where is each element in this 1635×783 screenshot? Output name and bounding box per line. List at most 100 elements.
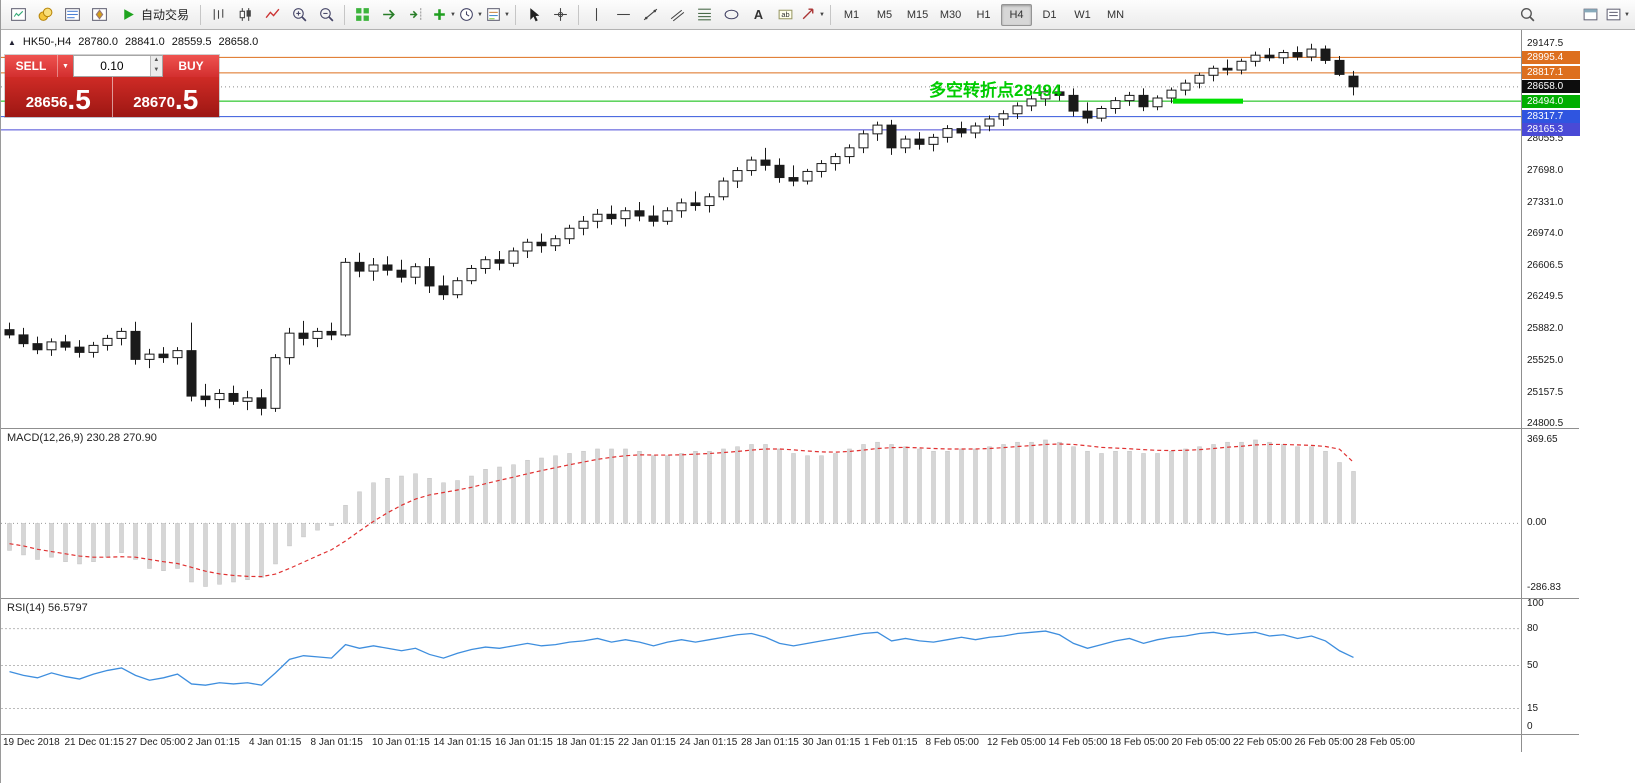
ohlc-close: 28658.0 — [218, 36, 259, 48]
buy-price-button[interactable]: 28670 .5 — [113, 77, 220, 117]
new-window-icon[interactable] — [1577, 3, 1604, 27]
main-chart[interactable]: 多空转折点28494 — [1, 30, 1521, 428]
time-axis-label: 19 Dec 2018 — [3, 737, 60, 748]
arrows-icon[interactable]: ▼ — [799, 3, 826, 27]
time-axis-label: 16 Jan 01:15 — [495, 737, 553, 748]
volume-up-button[interactable]: ▲ — [150, 56, 162, 66]
time-axis-label: 30 Jan 01:15 — [802, 737, 861, 748]
candlestick-chart-icon[interactable] — [232, 3, 259, 27]
indicators-button[interactable]: ▼ — [430, 3, 457, 27]
periods-button[interactable]: ▼ — [457, 3, 484, 27]
trendline-icon[interactable] — [637, 3, 664, 27]
volume-down-button[interactable]: ▼ — [150, 66, 162, 76]
timeframe-button-w1[interactable]: W1 — [1074, 8, 1091, 21]
text-icon[interactable]: A — [745, 3, 772, 27]
time-axis-label: 8 Jan 01:15 — [310, 737, 363, 748]
rsi-panel[interactable] — [1, 598, 1521, 734]
ohlc-low: 28559.5 — [171, 36, 212, 48]
time-axis-label: 10 Jan 01:15 — [372, 737, 430, 748]
time-axis-label: 22 Feb 05:00 — [1233, 737, 1292, 748]
equidistant-channel-icon[interactable] — [664, 3, 691, 27]
candles-layer — [4, 43, 1359, 416]
panel-separator[interactable] — [1, 598, 1579, 599]
new-chart-icon[interactable] — [5, 3, 32, 27]
search-icon[interactable] — [1514, 3, 1541, 27]
window-list-icon[interactable]: ▼ — [1604, 3, 1631, 27]
sell-button[interactable]: SELL — [5, 55, 57, 77]
price-axis-label: 25882.0 — [1527, 323, 1564, 335]
timeframe-button-mn[interactable]: MN — [1106, 8, 1125, 21]
line-chart-icon[interactable] — [259, 3, 286, 27]
sell-price-fraction: .5 — [67, 84, 91, 115]
time-axis-label: 1 Feb 01:15 — [864, 737, 918, 748]
rsi-axis-label: 15 — [1527, 702, 1539, 714]
vertical-line-icon[interactable] — [583, 3, 610, 27]
time-axis-label: 26 Feb 05:00 — [1294, 737, 1354, 748]
price-axis-label: 25157.5 — [1527, 386, 1564, 398]
price-axis-label: 27331.0 — [1527, 196, 1564, 208]
fibonacci-icon[interactable] — [691, 3, 718, 27]
macd-signal-line — [9, 443, 1354, 578]
zoom-out-icon[interactable] — [313, 3, 340, 27]
toolbar-separator — [578, 4, 580, 25]
panel-separator[interactable] — [1, 428, 1579, 429]
tile-windows-icon[interactable] — [349, 3, 376, 27]
rsi-axis-label: 80 — [1527, 622, 1539, 634]
toolbar-separator — [515, 4, 517, 25]
buy-button[interactable]: BUY — [163, 55, 219, 77]
chart-symbol-icon: ▲ — [8, 37, 16, 47]
timeframe-button-m1[interactable]: M1 — [843, 8, 860, 21]
time-axis-label: 18 Jan 01:15 — [556, 737, 615, 748]
timeframe-button-h1[interactable]: H1 — [976, 8, 991, 21]
time-axis-label: 27 Dec 05:00 — [126, 737, 186, 748]
templates-button[interactable]: ▼ — [484, 3, 511, 27]
price-axis-label: 26249.5 — [1527, 291, 1564, 303]
price-axis-label: 26974.0 — [1527, 228, 1564, 240]
time-axis-label: 8 Feb 05:00 — [925, 737, 979, 748]
timeframe-button-d1[interactable]: D1 — [1042, 8, 1057, 21]
price-axis-label: 29147.5 — [1527, 38, 1564, 50]
shapes-icon[interactable] — [718, 3, 745, 27]
bar-chart-icon[interactable] — [205, 3, 232, 27]
rsi-name: RSI(14) — [7, 602, 45, 614]
time-axis-label: 28 Jan 01:15 — [741, 737, 799, 748]
price-marker-28658.0: 28658.0 — [1522, 80, 1580, 94]
crosshair-icon[interactable] — [547, 3, 574, 27]
time-axis-label: 14 Jan 01:15 — [433, 737, 492, 748]
sell-price-main: 28656 — [25, 94, 68, 111]
timeframe-button-h4[interactable]: H4 — [1001, 3, 1033, 26]
zoom-in-icon[interactable] — [286, 3, 313, 27]
macd-name: MACD(12,26,9) — [7, 432, 84, 444]
panel-separator — [1, 734, 1579, 735]
new-order-icon[interactable] — [32, 3, 59, 27]
turning-point-segment[interactable] — [1173, 98, 1243, 104]
turning-point-annotation[interactable]: 多空转折点28494 — [929, 80, 1062, 100]
text-label-icon[interactable]: ab — [772, 3, 799, 27]
timeframe-button-m15[interactable]: M15 — [906, 8, 929, 21]
time-axis-label: 12 Feb 05:00 — [987, 737, 1046, 748]
order-type-dropdown[interactable]: ▼ — [57, 55, 73, 77]
price-axis-label: 24800.5 — [1527, 418, 1564, 430]
chart-shift-icon[interactable] — [403, 3, 430, 27]
ohlc-high: 28841.0 — [124, 36, 165, 48]
time-axis[interactable]: 19 Dec 2018 21 Dec 01:15 27 Dec 05:00 2 Jan… — [1, 735, 1521, 751]
macd-axis-label: 369.65 — [1527, 434, 1558, 446]
market-watch-icon[interactable] — [59, 3, 86, 27]
auto-trading-button[interactable]: 自动交易 — [113, 3, 196, 27]
horizontal-line-icon[interactable] — [610, 3, 637, 27]
navigator-icon[interactable] — [86, 3, 113, 27]
volume-input[interactable] — [74, 56, 150, 76]
macd-axis-label: 0.00 — [1527, 517, 1547, 529]
price-axis[interactable]: 29147.5 28055.5 27698.0 27331.0 26974.0 26606… — [1521, 30, 1580, 752]
macd-panel[interactable] — [1, 428, 1521, 598]
macd-axis-label: -286.83 — [1527, 582, 1561, 594]
price-axis-label: 26606.5 — [1527, 260, 1564, 272]
time-axis-label: 28 Feb 05:00 — [1356, 737, 1415, 748]
timeframe-button-m5[interactable]: M5 — [876, 8, 893, 21]
timeframe-button-m30[interactable]: M30 — [939, 8, 962, 21]
price-marker-28494.0: 28494.0 — [1522, 94, 1580, 108]
sell-price-button[interactable]: 28656 .5 — [5, 77, 112, 117]
auto-scroll-icon[interactable] — [376, 3, 403, 27]
cursor-icon[interactable] — [520, 3, 547, 27]
